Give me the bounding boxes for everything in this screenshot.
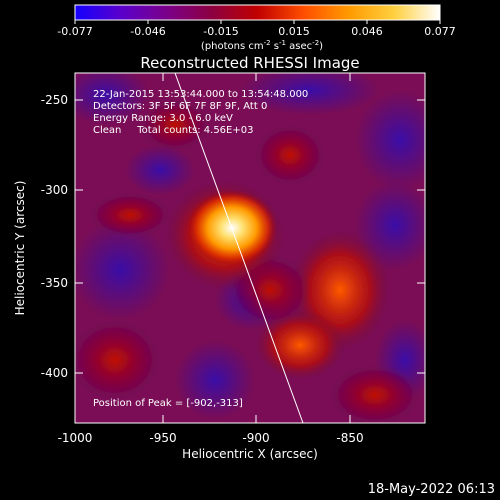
colorbar-tick-label: -0.046 — [130, 25, 165, 38]
y-tick-label: -400 — [41, 366, 68, 380]
info-energy-range: Energy Range: 3.0 - 6.0 keV — [93, 113, 233, 124]
colorbar-gradient — [75, 5, 440, 20]
x-tick-label: -950 — [149, 431, 176, 445]
colorbar: -0.077 -0.046 -0.015 0.015 0.046 0.077 (… — [57, 4, 456, 52]
y-axis-label: Heliocentric Y (arcsec) — [13, 181, 27, 316]
y-tick-label: -350 — [41, 276, 68, 290]
x-tick-label: -900 — [242, 431, 269, 445]
footer-timestamp: 18-May-2022 06:13 — [368, 482, 495, 497]
colorbar-unit-label: (photons cm-2 s-1 asec-2) — [201, 39, 323, 52]
colorbar-tick-label: -0.015 — [203, 25, 238, 38]
colorbar-tick-label: 0.077 — [424, 25, 456, 38]
colorbar-frame — [74, 4, 441, 21]
y-tick-label: -300 — [41, 183, 68, 197]
axis-ticks — [74, 73, 425, 423]
info-block: 22-Jan-2015 13:53:44.000 to 13:54:48.000… — [93, 89, 308, 136]
x-axis-label: Heliocentric X (arcsec) — [182, 447, 318, 461]
plot-title: Reconstructed RHESSI Image — [140, 54, 359, 72]
colorbar-tick-label: -0.077 — [57, 25, 92, 38]
solar-limb-line — [174, 73, 304, 423]
peak-position-label: Position of Peak = [-902,-313] — [93, 398, 243, 409]
plot-frame — [74, 72, 426, 424]
y-tick-label: -250 — [41, 93, 68, 107]
info-time-range: 22-Jan-2015 13:53:44.000 to 13:54:48.000 — [93, 89, 308, 100]
x-tick-label: -850 — [336, 431, 363, 445]
x-tick-label: -1000 — [58, 431, 93, 445]
info-total-counts: Clean Total counts: 4.56E+03 — [93, 125, 253, 136]
rhessi-image — [75, 73, 425, 423]
colorbar-tick-label: 0.046 — [351, 25, 383, 38]
colorbar-tick-label: 0.015 — [278, 25, 310, 38]
info-detectors: Detectors: 3F 5F 6F 7F 8F 9F, Att 0 — [93, 101, 267, 112]
